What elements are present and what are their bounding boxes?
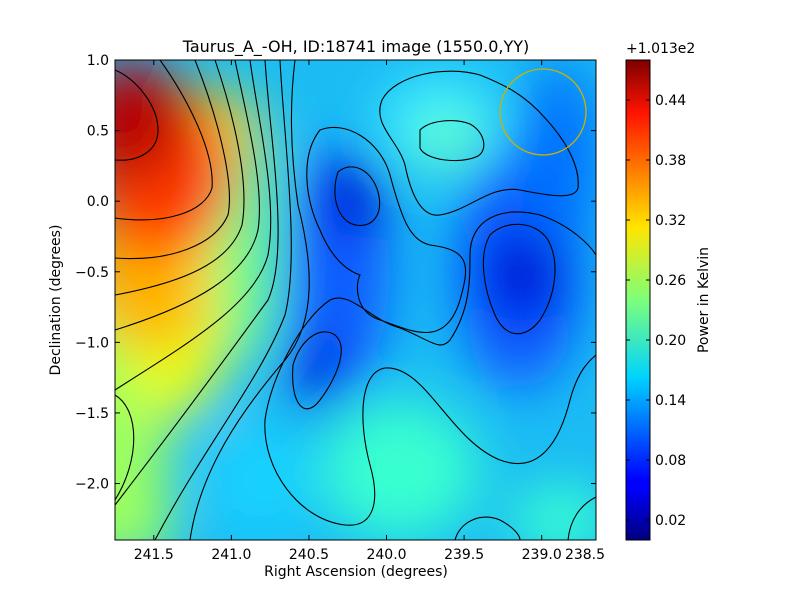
contour-line bbox=[115, 60, 245, 296]
y-axis-label: Declination (degrees) bbox=[48, 225, 64, 376]
contour-line bbox=[115, 60, 213, 221]
contour-line bbox=[567, 496, 596, 540]
colorbar-tick-label: 0.08 bbox=[655, 453, 686, 469]
y-tick-label: 0.0 bbox=[87, 194, 109, 210]
contour-line bbox=[292, 331, 342, 410]
colorbar-offset-label: +1.013e2 bbox=[626, 41, 695, 57]
contour-line bbox=[115, 60, 230, 260]
x-axis: 241.5 241.0 240.5 240.0 239.5 239.0 238.5 bbox=[134, 60, 605, 563]
y-tick-label: −2.0 bbox=[75, 477, 109, 493]
x-axis-label: Right Ascension (degrees) bbox=[264, 564, 448, 580]
contour-line bbox=[115, 60, 261, 331]
contour-lines bbox=[115, 60, 596, 540]
y-tick-label: 0.5 bbox=[87, 124, 109, 140]
chart-title: Taurus_A_-OH, ID:18741 image (1550.0,YY) bbox=[182, 37, 530, 57]
y-tick-label: 1.0 bbox=[87, 53, 109, 69]
colorbar-tick-label: 0.26 bbox=[655, 273, 686, 289]
plot-frame bbox=[114, 59, 597, 541]
colorbar-tick-label: 0.44 bbox=[655, 93, 686, 109]
x-tick-label: 239.0 bbox=[522, 547, 562, 563]
colorbar-label: Power in Kelvin bbox=[696, 247, 712, 353]
y-tick-label: −1.0 bbox=[75, 335, 109, 351]
contour-line bbox=[264, 354, 596, 526]
contour-line bbox=[482, 223, 556, 335]
x-tick-label: 241.5 bbox=[134, 547, 174, 563]
contour-line bbox=[154, 60, 292, 540]
contour-line bbox=[454, 516, 521, 540]
colorbar-tick-label: 0.02 bbox=[655, 513, 686, 529]
contour-line bbox=[115, 60, 272, 391]
x-tick-label: 241.0 bbox=[211, 547, 251, 563]
colorbar-gradient bbox=[625, 59, 651, 541]
contour-line bbox=[115, 394, 135, 501]
colorbar-tick-label: 0.32 bbox=[655, 213, 686, 229]
contour-line bbox=[379, 70, 579, 216]
contour-line bbox=[264, 211, 596, 421]
contour-line bbox=[115, 69, 159, 161]
contour-line bbox=[115, 60, 279, 506]
y-tick-label: −0.5 bbox=[75, 265, 109, 281]
x-tick-label: 238.5 bbox=[565, 547, 605, 563]
colorbar-tick-label: 0.38 bbox=[655, 153, 686, 169]
beam-circle-marker bbox=[499, 68, 587, 156]
colorbar: 0.02 0.08 0.14 0.20 0.26 0.32 0.38 0.44 +1.013e… bbox=[625, 41, 712, 541]
heatmap-image bbox=[115, 60, 596, 540]
x-tick-label: 240.0 bbox=[366, 547, 406, 563]
contour-line bbox=[189, 60, 310, 540]
colorbar-tick-label: 0.20 bbox=[655, 333, 686, 349]
contour-line bbox=[306, 126, 467, 334]
y-axis: 1.0 0.5 0.0 −0.5 −1.0 −1.5 −2.0 bbox=[75, 53, 596, 493]
contour-line bbox=[419, 120, 485, 162]
x-tick-label: 239.5 bbox=[444, 547, 484, 563]
x-tick-label: 240.5 bbox=[289, 547, 329, 563]
colorbar-tick-label: 0.14 bbox=[655, 393, 686, 409]
contour-line bbox=[334, 166, 380, 226]
y-tick-label: −1.5 bbox=[75, 406, 109, 422]
